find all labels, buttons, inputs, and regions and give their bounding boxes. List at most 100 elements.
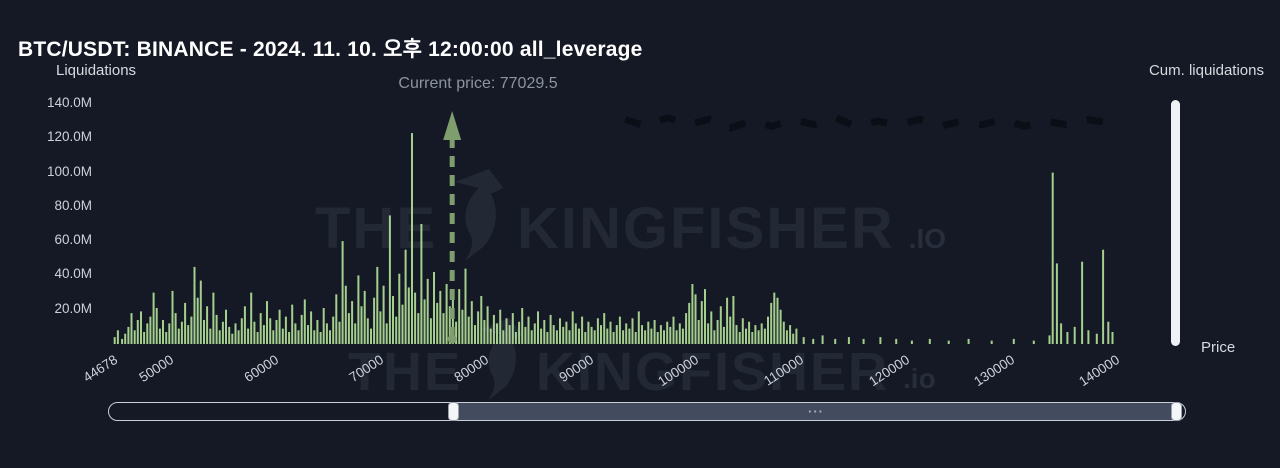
liquidation-bar [196,297,199,344]
liquidation-bar [480,296,483,344]
y-tick-label: 100.0M [46,163,92,179]
liquidation-bar [641,325,643,344]
liquidation-bar [760,323,763,344]
liquidation-bar [879,337,882,344]
liquidation-bar [388,215,391,344]
cum-liquidations-axis-caption: Cum. liquidations [1148,62,1264,79]
y-tick-label: 80.0M [54,197,92,213]
liquidation-bar [666,321,669,344]
liquidation-bar [745,328,747,344]
liquidation-bar [514,332,517,344]
liquidation-bar [448,306,451,344]
x-tick-label: 100000 [655,352,702,390]
liquidation-bar [190,316,193,344]
liquidation-bar [407,287,410,344]
liquidation-bar [206,306,209,344]
x-tick-label: 140000 [1075,352,1122,390]
liquidation-bar [618,316,621,344]
liquidation-bar [363,290,366,344]
x-tick-label: 120000 [865,352,912,390]
liquidation-bar [776,297,779,344]
liquidation-bar [549,314,552,344]
liquidation-bar [344,285,347,344]
liquidation-bar [767,316,769,344]
liquidation-bar [1087,330,1090,344]
cum-liquidations-scrollbar[interactable] [1171,100,1180,346]
liquidation-bar [370,328,372,344]
liquidation-bar [710,311,713,344]
price-axis-label: Price [1201,339,1236,356]
liquidation-bar [732,296,735,344]
liquidation-bar [193,266,196,344]
liquidation-bar [379,311,382,344]
liquidation-bar [247,328,250,344]
liquidation-bar [751,332,754,344]
liquidation-bar [653,320,656,344]
y-tick-label: 140.0M [46,95,92,110]
liquidations-chart-plot[interactable] [100,98,1185,350]
liquidation-bar [574,323,577,344]
liquidation-bar [231,333,234,344]
range-slider[interactable]: ··· [108,401,1186,421]
slider-handle-right[interactable] [1171,401,1182,421]
liquidation-bar [243,306,246,344]
liquidation-bar [508,325,511,344]
liquidation-bar [288,332,291,344]
liquidation-bar [700,301,703,344]
x-tick-label: 90000 [556,352,597,386]
x-tick-label: 50000 [136,352,177,386]
liquidation-bar [458,289,461,344]
current-price-arrowhead [443,111,462,140]
liquidation-bar [461,309,464,344]
liquidation-bar [284,316,287,344]
y-tick-label: 120.0M [46,129,92,145]
liquidation-bar [910,340,913,344]
liquidation-bar [1032,340,1035,344]
liquidation-bar [177,328,180,344]
liquidation-bar [773,292,776,344]
liquidation-bar [518,321,521,344]
liquidation-bar [221,321,224,344]
liquidation-bar [316,320,319,344]
liquidation-bar [259,313,262,344]
liquidation-bar [203,320,205,344]
liquidation-bar [357,275,360,344]
slider-handle-left[interactable] [448,401,459,421]
liquidation-bar [834,338,837,344]
liquidation-bar [269,318,272,344]
liquidation-bar [155,308,158,344]
liquidation-bar [256,332,259,344]
liquidation-bar [862,338,865,344]
liquidation-bar [442,313,445,344]
liquidation-bar [763,328,766,344]
liquidation-bar [310,311,313,344]
liquidation-bar [770,302,773,344]
liquidation-bar [634,332,637,344]
slider-grip[interactable]: ··· [808,404,824,419]
liquidation-bar [1107,321,1110,344]
liquidation-bar [184,302,187,344]
liquidation-bar [656,332,659,344]
chart-title: BTC/USDT: BINANCE - 2024. 11. 10. 오후 12:… [18,38,643,61]
liquidation-bar [1081,261,1084,344]
liquidation-bar [647,321,650,344]
liquidation-bar [329,330,331,344]
liquidation-bar [729,316,732,344]
liquidation-bar [307,325,309,344]
liquidation-bar [218,330,221,344]
liquidation-bar [688,302,691,344]
liquidation-bar [291,304,294,344]
current-price-dot [447,334,457,344]
liquidation-bar [451,297,454,344]
liquidation-bar [187,325,190,344]
x-tick-label: 70000 [346,352,387,386]
range-slider-selection[interactable]: ··· [453,403,1179,420]
liquidation-bar [672,316,675,344]
liquidation-bar [757,330,760,344]
x-tick-label: 130000 [970,352,1017,390]
cumulative-liquidations-line [624,113,1123,132]
liquidation-bar [795,328,798,344]
liquidation-bar [1055,263,1058,344]
liquidation-bar [1111,332,1114,344]
liquidation-bar [411,133,413,344]
